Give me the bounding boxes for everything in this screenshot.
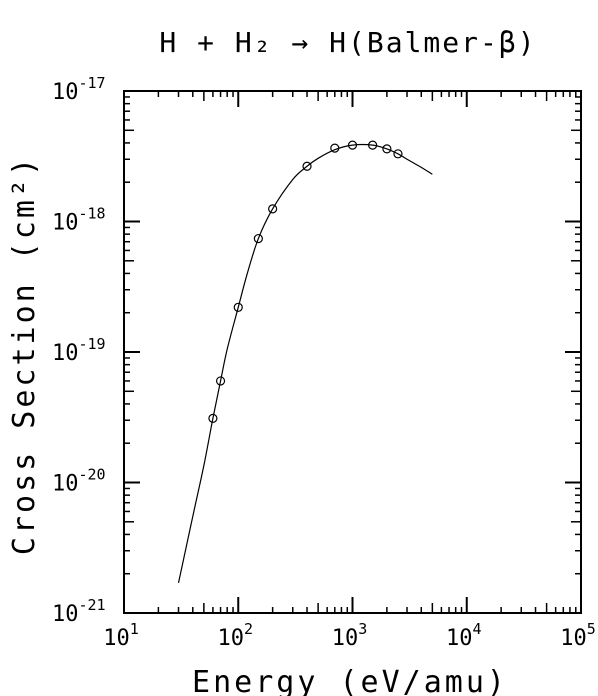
y-axis-label-group: Cross Section (cm²) (7, 155, 42, 555)
plot-frame (123, 90, 582, 614)
y-axis-label: Cross Section (cm²) (7, 155, 42, 555)
data-point (393, 149, 403, 159)
x-tick-label: 104 (446, 620, 482, 651)
data-point (253, 233, 263, 244)
data-point (382, 144, 392, 154)
data-point (330, 143, 340, 153)
x-tick-label: 101 (103, 620, 139, 651)
minor-ticks (124, 91, 581, 613)
data-point (302, 161, 312, 171)
major-ticks (123, 90, 582, 614)
y-tick-label: 10-18 (52, 205, 106, 236)
data-point (368, 140, 378, 150)
x-tick-label: 103 (332, 620, 368, 651)
y-tick-label: 10-17 (52, 74, 106, 105)
y-tick-labels: 10-21 10-20 10-19 10-18 10-17 (52, 74, 106, 627)
x-tick-label: 105 (560, 620, 596, 651)
points-layer (208, 140, 403, 423)
y-tick-label: 10-20 (52, 466, 106, 497)
curve-layer (177, 143, 433, 584)
data-point (208, 413, 218, 423)
data-point (268, 204, 278, 214)
data-point (215, 376, 226, 386)
x-axis-label: Energy (eV/amu) (192, 665, 508, 696)
x-tick-label: 102 (217, 620, 253, 651)
data-point (347, 140, 358, 150)
data-point (233, 302, 243, 312)
fit-curve (177, 143, 433, 584)
x-tick-labels: 101 102 103 104 105 (103, 620, 596, 651)
chart-title: H + H₂ → H(Balmer-β) (159, 26, 536, 59)
y-tick-label: 10-21 (52, 596, 106, 627)
y-tick-label: 10-19 (52, 335, 106, 366)
